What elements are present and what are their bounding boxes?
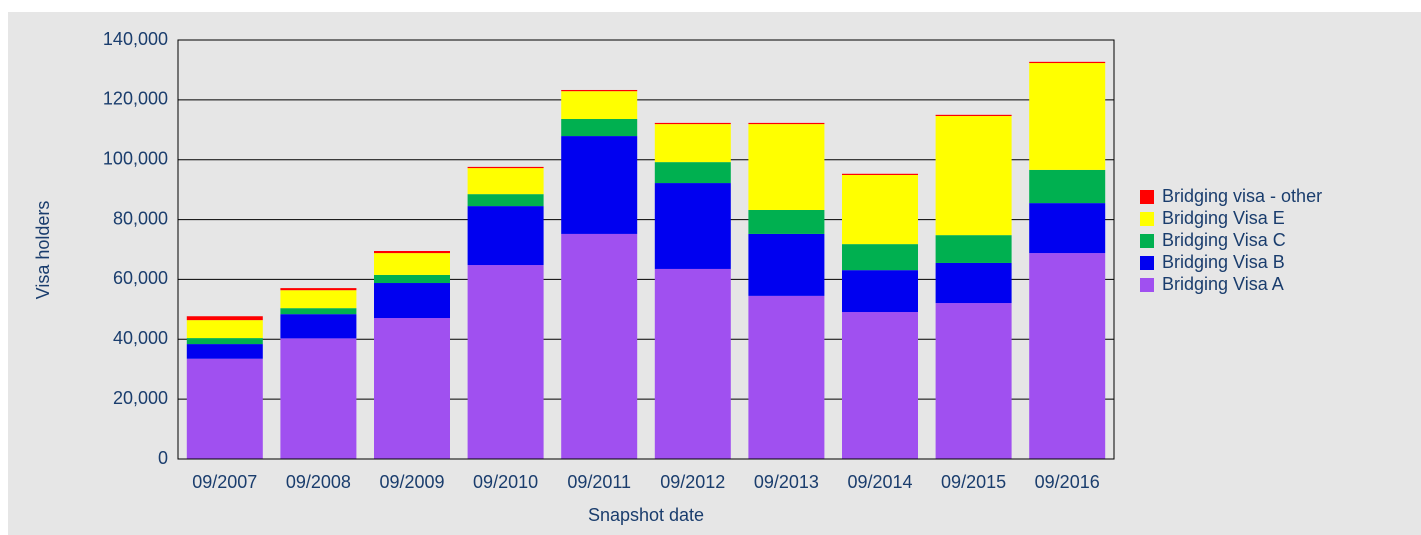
bar-segment bbox=[654, 122, 731, 125]
legend-label: Bridging Visa A bbox=[1162, 274, 1284, 294]
bar-segment bbox=[561, 119, 638, 137]
bar-segment bbox=[280, 288, 357, 291]
bar-segment bbox=[467, 168, 544, 195]
y-tick-label: 20,000 bbox=[113, 388, 168, 408]
bar-segment bbox=[748, 124, 825, 210]
legend-swatch bbox=[1140, 212, 1154, 226]
bar-segment bbox=[842, 270, 918, 313]
bar-segment bbox=[467, 265, 544, 459]
bar-segment bbox=[374, 283, 450, 319]
bar-segment bbox=[186, 316, 263, 321]
legend-swatch bbox=[1140, 278, 1154, 292]
y-tick-label: 100,000 bbox=[103, 148, 168, 168]
bar-segment bbox=[186, 338, 263, 345]
bar-segment bbox=[842, 174, 918, 245]
x-tick-label: 09/2010 bbox=[473, 472, 538, 492]
bar-segment bbox=[654, 183, 731, 269]
bar-segment bbox=[654, 162, 731, 184]
bar-segment bbox=[374, 250, 450, 254]
x-tick-label: 09/2013 bbox=[754, 472, 819, 492]
bar-segment bbox=[842, 244, 918, 271]
x-axis-label: Snapshot date bbox=[588, 505, 704, 525]
bar-segment bbox=[280, 314, 357, 339]
legend-swatch bbox=[1140, 234, 1154, 248]
bar-segment bbox=[748, 233, 825, 296]
bar-segment bbox=[374, 253, 450, 275]
bar-segment bbox=[1029, 61, 1106, 64]
y-tick-label: 80,000 bbox=[113, 208, 168, 228]
bar-segment bbox=[654, 268, 731, 459]
y-tick-label: 0 bbox=[158, 448, 168, 468]
legend-label: Bridging visa - other bbox=[1162, 186, 1322, 206]
bar-segment bbox=[1029, 253, 1106, 459]
legend-swatch bbox=[1140, 190, 1154, 204]
bar-segment bbox=[280, 338, 357, 459]
bar-segment bbox=[561, 89, 638, 92]
bar-segment bbox=[842, 312, 918, 459]
bar-segment bbox=[654, 124, 731, 163]
legend-swatch bbox=[1140, 256, 1154, 270]
bar-segment bbox=[935, 235, 1012, 263]
bar-segment bbox=[935, 116, 1012, 236]
y-tick-label: 120,000 bbox=[103, 89, 168, 109]
bar-segment bbox=[1029, 63, 1106, 170]
bar-segment bbox=[374, 274, 450, 284]
legend-label: Bridging Visa C bbox=[1162, 230, 1286, 250]
bar-segment bbox=[186, 344, 263, 359]
x-tick-label: 09/2012 bbox=[660, 472, 725, 492]
y-tick-label: 60,000 bbox=[113, 268, 168, 288]
bar-segment bbox=[280, 290, 357, 309]
bar-segment bbox=[935, 262, 1012, 304]
bar-segment bbox=[280, 308, 357, 315]
bar-segment bbox=[467, 206, 544, 266]
bar-segment bbox=[935, 303, 1012, 459]
x-tick-label: 09/2014 bbox=[847, 472, 912, 492]
bar-segment bbox=[561, 91, 638, 120]
x-tick-label: 09/2016 bbox=[1035, 472, 1100, 492]
x-tick-label: 09/2011 bbox=[567, 472, 631, 492]
x-tick-label: 09/2007 bbox=[192, 472, 257, 492]
y-axis-label: Visa holders bbox=[33, 201, 53, 300]
x-tick-label: 09/2015 bbox=[941, 472, 1006, 492]
x-tick-label: 09/2009 bbox=[379, 472, 444, 492]
y-tick-label: 40,000 bbox=[113, 328, 168, 348]
y-tick-label: 140,000 bbox=[103, 29, 168, 49]
bar-segment bbox=[1029, 169, 1106, 204]
bar-segment bbox=[186, 358, 263, 459]
bar-segment bbox=[1029, 203, 1106, 254]
bar-segment bbox=[467, 166, 544, 169]
bar-segment bbox=[842, 173, 918, 175]
plot-frame bbox=[177, 39, 1115, 460]
bar-segment bbox=[748, 122, 825, 125]
bar-segment bbox=[561, 233, 638, 459]
legend-label: Bridging Visa B bbox=[1162, 252, 1285, 272]
bar-segment bbox=[561, 136, 638, 234]
bar-segment bbox=[935, 114, 1012, 117]
x-tick-label: 09/2008 bbox=[286, 472, 351, 492]
bar-segment bbox=[748, 295, 825, 459]
bar-segment bbox=[374, 318, 450, 459]
bar-segment bbox=[467, 194, 544, 207]
bar-segment bbox=[186, 320, 263, 339]
legend-label: Bridging Visa E bbox=[1162, 208, 1285, 228]
bar-segment bbox=[748, 209, 825, 234]
